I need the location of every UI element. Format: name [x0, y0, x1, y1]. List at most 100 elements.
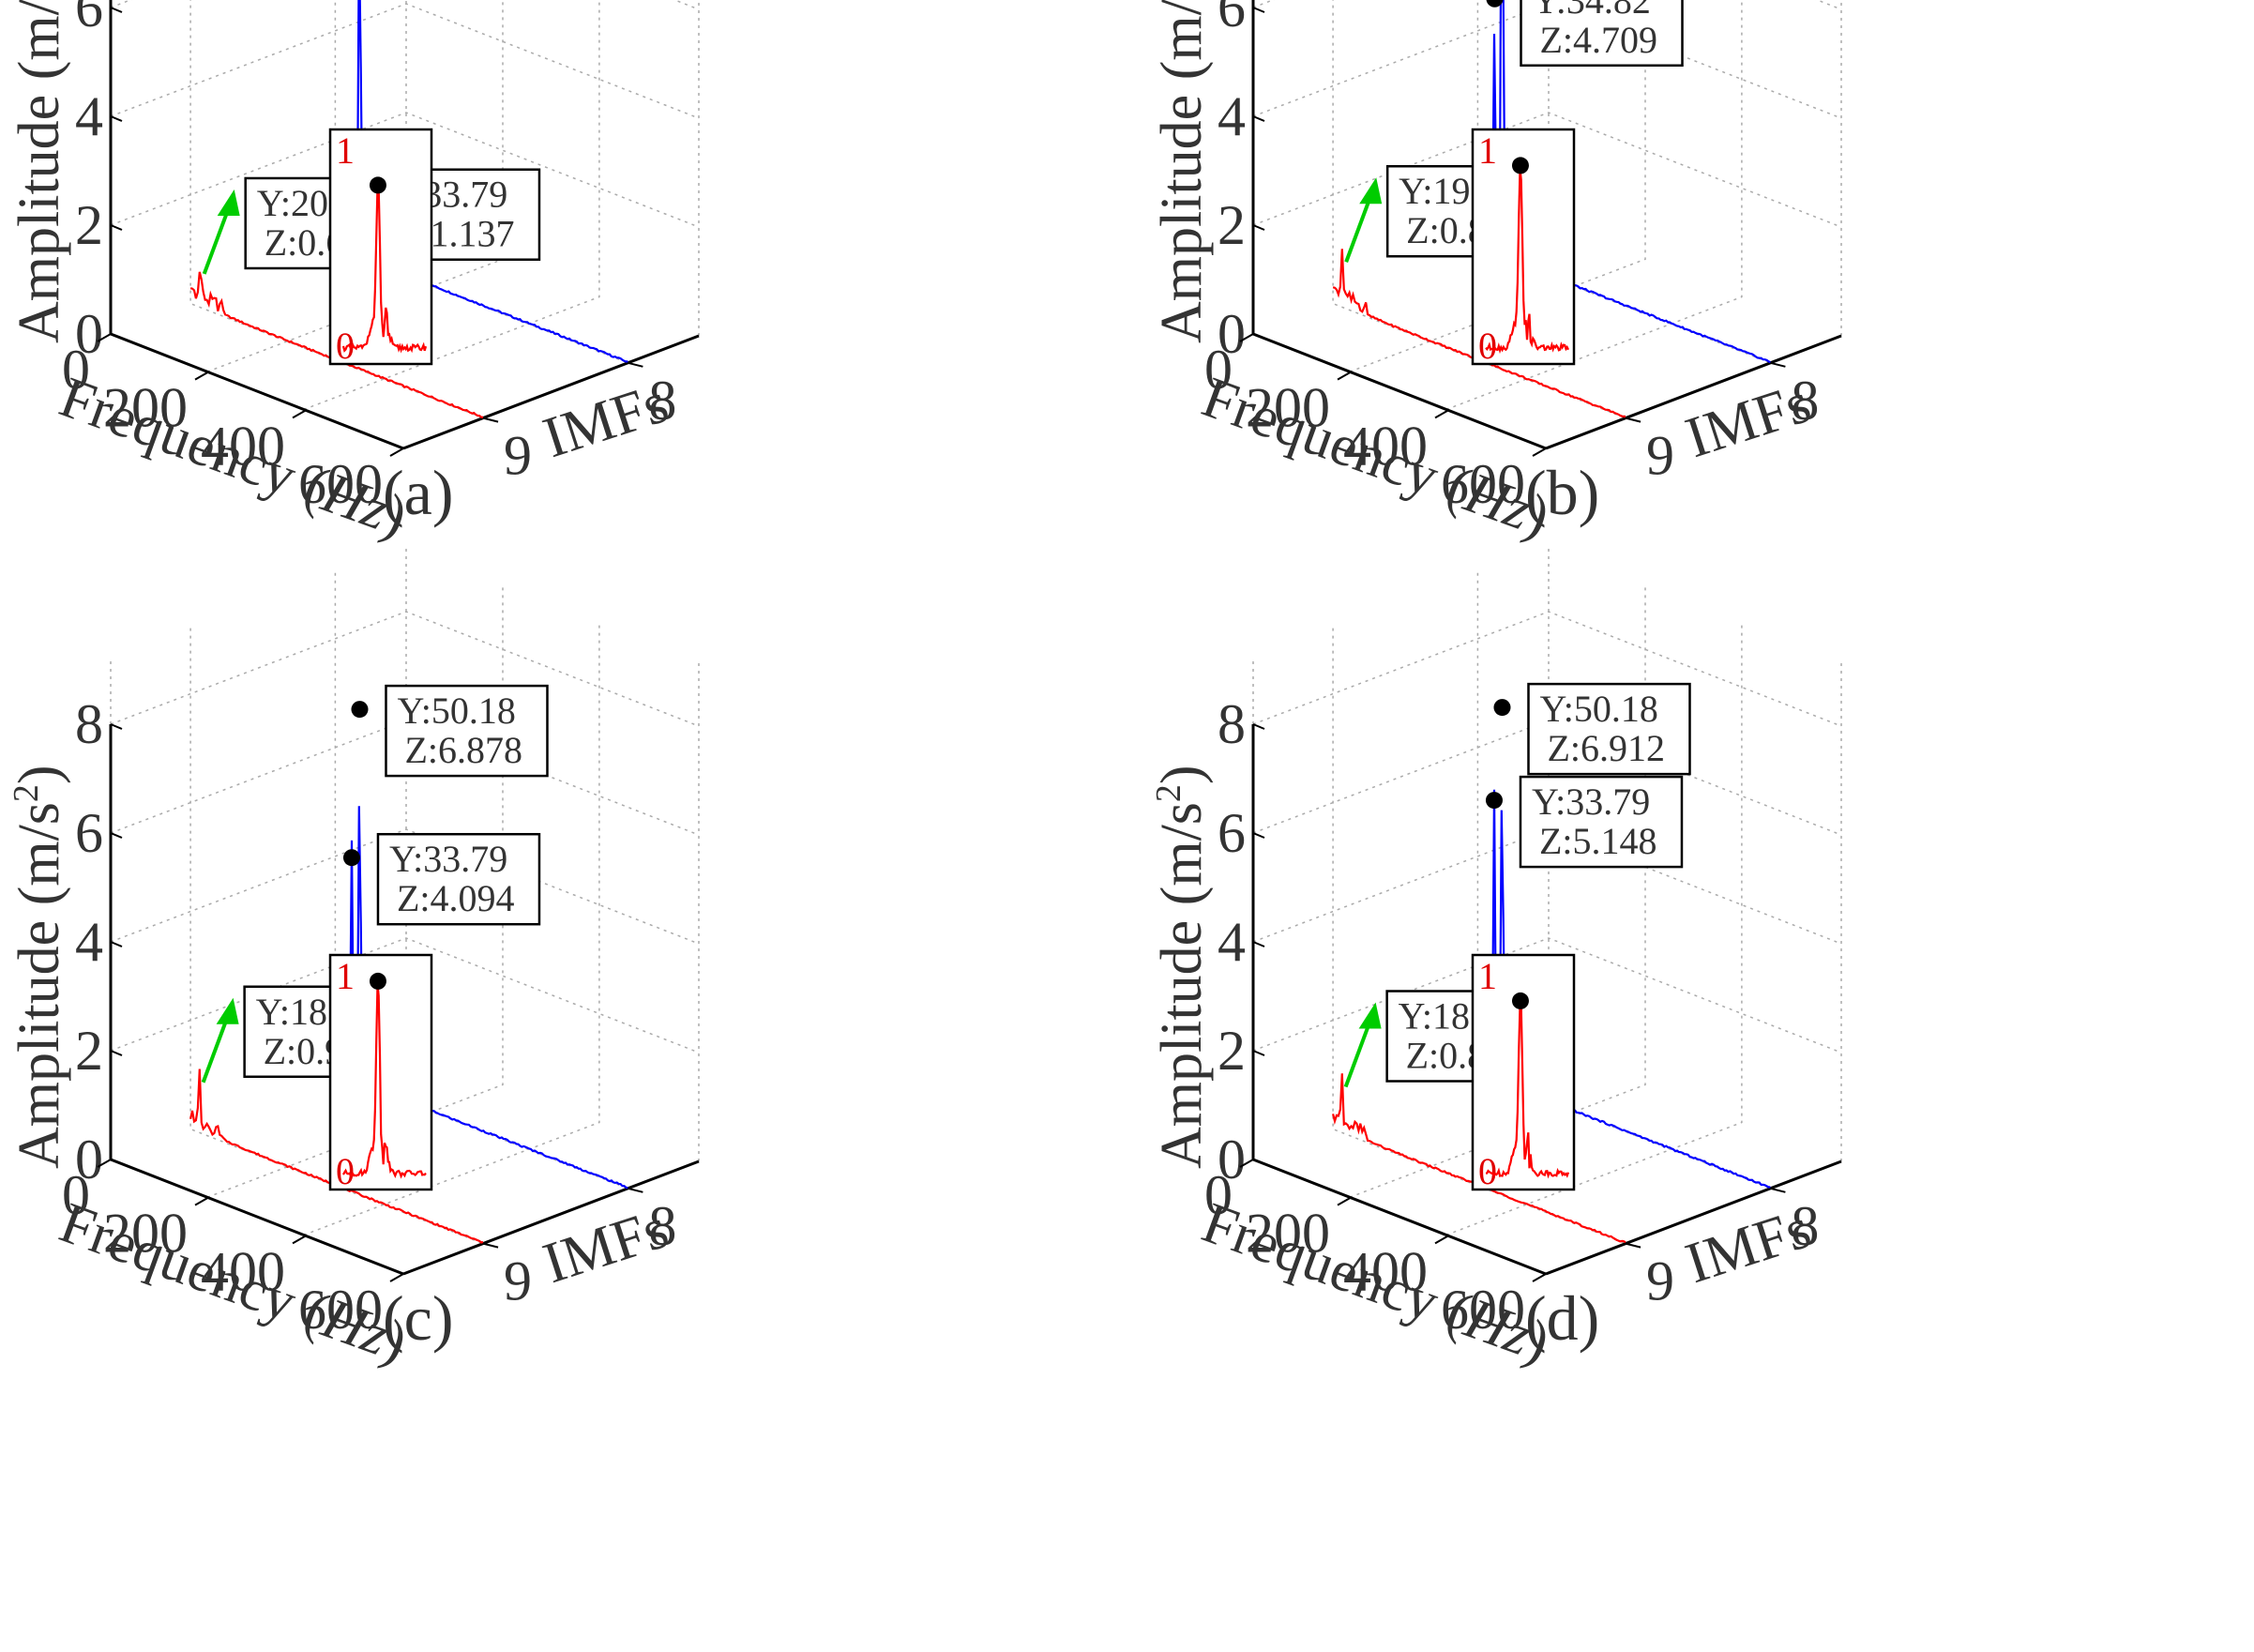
- z-axis-label-text: Amplitude (m/s: [1150, 0, 1214, 343]
- x-tick-label: 0: [62, 1164, 90, 1226]
- y-axis-label: IMFs: [536, 371, 675, 470]
- x-tick-mark: [389, 447, 404, 457]
- grid-line-x: [1349, 584, 1646, 1199]
- x-tick-label: 200: [103, 1203, 188, 1265]
- grid-line-x: [206, 584, 504, 1199]
- inset-arrow-head: [1358, 1002, 1382, 1029]
- z-tick-mark: [1252, 1050, 1265, 1056]
- grid-line-x: [303, 0, 600, 411]
- x-tick-label: 200: [1246, 1203, 1330, 1265]
- x-tick-label: 200: [103, 377, 188, 439]
- x-tick-label: 600: [1441, 453, 1525, 515]
- x-tick-label: 400: [201, 415, 285, 477]
- y-axis-line: [1545, 1159, 1842, 1276]
- y-tick-label: 8: [648, 370, 676, 432]
- inset-peak-marker: [1511, 157, 1529, 174]
- peak-marker: [1485, 792, 1503, 810]
- x-tick-label: 200: [1246, 377, 1330, 439]
- z-axis-label-text: Amplitude (m/s: [8, 0, 71, 343]
- x-tick-label: 600: [298, 453, 383, 515]
- x-axis-line: [1252, 1158, 1547, 1276]
- datatip-box: [376, 832, 541, 926]
- z-tick-mark: [110, 7, 123, 13]
- grid-line-x: [1445, 621, 1743, 1236]
- grid-line-z: [110, 0, 700, 10]
- z-tick-label: 8: [1218, 693, 1246, 755]
- x-tick-mark: [97, 1159, 112, 1168]
- inset-peak-marker: [369, 176, 386, 194]
- x-axis-label-text: Frequency (: [1194, 365, 1478, 521]
- y-axis-line: [1545, 334, 1842, 450]
- z-tick-label: 4: [1218, 85, 1246, 147]
- z-tick-label: 2: [75, 194, 103, 256]
- z-tick-label: 8: [75, 693, 103, 755]
- y-tick-label: 8: [648, 1195, 676, 1257]
- x-tick-mark: [1434, 1235, 1449, 1245]
- x-tick-mark: [194, 371, 209, 381]
- z-axis-label-text: Amplitude (m/s: [1150, 802, 1214, 1169]
- grid-line-z: [1252, 112, 1842, 228]
- z-tick-label: 0: [75, 303, 103, 365]
- z-tick-label: 6: [1218, 0, 1246, 38]
- inset-tick-bottom: 0: [336, 325, 355, 367]
- grid-line-z: [110, 112, 700, 228]
- inset-peak-marker: [1511, 992, 1529, 1009]
- x-tick-mark: [194, 1196, 209, 1206]
- z-tick-label: 4: [75, 85, 103, 147]
- z-axis-label-close: ): [8, 765, 71, 784]
- grid-line-y: [189, 628, 484, 1245]
- z-tick-label: 0: [1218, 303, 1246, 365]
- z-tick-mark: [1252, 333, 1265, 340]
- inset-arrow-head: [216, 997, 239, 1024]
- z-tick-mark: [1252, 832, 1265, 839]
- datatip-y: Y:50.18: [397, 690, 515, 732]
- inset-series-line: [1485, 168, 1569, 355]
- z-tick-label: 4: [75, 911, 103, 973]
- y-tick-label: 9: [504, 425, 532, 487]
- grid-line-y: [334, 572, 628, 1190]
- grid-line-z: [110, 937, 700, 1053]
- x-axis-line: [110, 332, 404, 450]
- grid-line-z: [110, 3, 700, 119]
- z-tick-mark: [110, 832, 123, 839]
- inset-peak-marker: [369, 972, 386, 990]
- datatip-z: Z:6.878: [404, 729, 522, 771]
- y-tick-label: 8: [1791, 1195, 1819, 1257]
- z-tick-label: 2: [1218, 1020, 1246, 1082]
- x-tick-label: 400: [1343, 1240, 1428, 1302]
- y-axis-label: IMFs: [1678, 371, 1818, 470]
- z-tick-label: 2: [75, 1020, 103, 1082]
- panel-label: (b): [1525, 457, 1599, 528]
- grid-line-x: [303, 621, 600, 1236]
- y-tick-mark: [628, 1187, 643, 1193]
- x-tick-mark: [1239, 333, 1254, 342]
- panel-label: (d): [1525, 1282, 1599, 1354]
- inset-tick-top: 1: [1478, 955, 1497, 997]
- inset-series-line: [341, 182, 428, 354]
- z-tick-mark: [110, 941, 123, 947]
- grid-line-y: [1476, 572, 1771, 1190]
- x-tick-label: 400: [201, 1240, 285, 1302]
- y-tick-mark: [482, 1242, 499, 1249]
- y-axis-line: [402, 334, 700, 450]
- y-tick-mark: [1625, 1242, 1641, 1249]
- panel-label: (c): [383, 1282, 453, 1354]
- grid-line-z: [110, 828, 700, 945]
- z-tick-label: 6: [1218, 802, 1246, 864]
- x-tick-label: 400: [1343, 415, 1428, 477]
- grid-line-z: [110, 611, 700, 727]
- datatip-y: Y:34.82: [1533, 0, 1651, 22]
- inset-arrow-head: [1359, 177, 1383, 205]
- x-axis-line: [1252, 332, 1547, 450]
- grid-line-z: [1252, 611, 1842, 727]
- grid-line-y: [1332, 628, 1626, 1245]
- z-tick-mark: [1252, 224, 1265, 231]
- x-tick-label: 0: [1204, 1164, 1233, 1226]
- z-tick-mark: [1252, 115, 1265, 122]
- y-tick-label: 9: [1646, 1250, 1674, 1312]
- z-tick-mark: [1252, 723, 1265, 730]
- y-tick-label: 8: [1791, 370, 1819, 432]
